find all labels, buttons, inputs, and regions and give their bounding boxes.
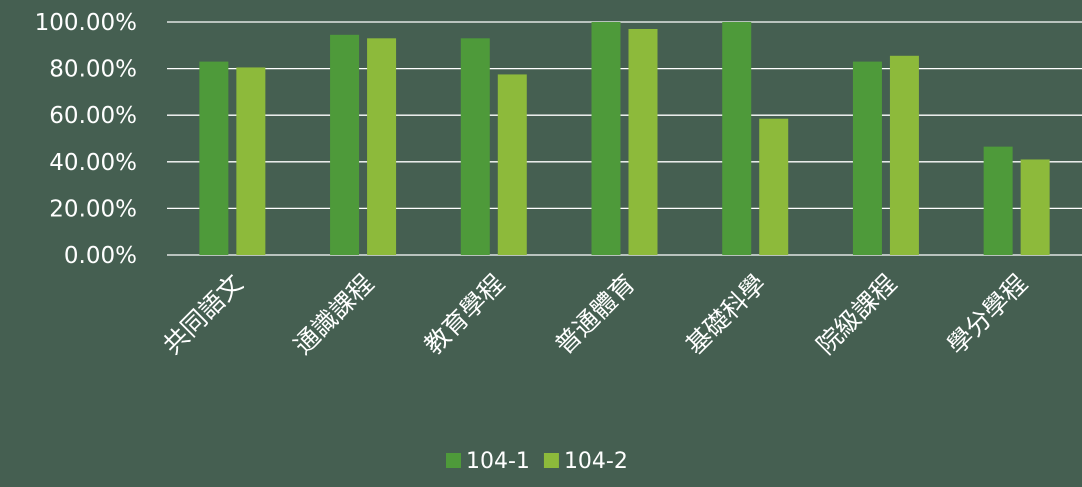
legend-swatch [446, 453, 461, 468]
bar-104-2-2 [367, 38, 397, 256]
bar-104-1-3 [460, 38, 490, 256]
x-category-label: 共同語文 [157, 269, 248, 360]
y-tick-label: 100.00% [35, 10, 137, 36]
bar-104-2-6 [889, 55, 919, 255]
bar-104-2-4 [628, 28, 658, 255]
bar-104-1-4 [591, 22, 621, 255]
bar-104-1-2 [330, 34, 360, 255]
legend-swatch [543, 453, 559, 468]
legend: 104-1 104-2 [446, 449, 628, 474]
bar-104-1-5 [722, 22, 752, 255]
bar-104-2-5 [759, 118, 789, 255]
x-category-label: 通識課程 [288, 269, 379, 360]
x-category-label: 教育學程 [419, 269, 510, 360]
bar-104-1-1 [199, 61, 229, 255]
bar-104-2-7 [1020, 159, 1050, 255]
x-axis-category-labels: 共同語文 通識課程 教育學程 普通體育 基礎科學 院級課程 學分學程 [157, 269, 1033, 360]
y-tick-label: 60.00% [49, 103, 137, 129]
x-category-label: 基礎科學 [680, 269, 771, 360]
y-axis-tick-labels: 0.00% 20.00% 40.00% 60.00% 80.00% 100.00% [35, 10, 137, 269]
bars [199, 22, 1050, 256]
y-tick-label: 20.00% [49, 196, 137, 222]
bar-104-1-7 [983, 146, 1013, 255]
y-tick-label: 0.00% [64, 243, 137, 269]
x-category-label: 學分學程 [942, 269, 1033, 360]
bar-104-2-3 [497, 74, 527, 255]
bar-104-1-6 [852, 61, 882, 255]
x-category-label: 普通體育 [550, 269, 641, 360]
y-tick-label: 40.00% [49, 150, 137, 176]
y-tick-label: 80.00% [49, 57, 137, 83]
legend-label: 104-2 [564, 449, 628, 474]
bar-104-2-1 [236, 67, 266, 255]
x-category-label: 院級課程 [811, 269, 902, 360]
gridlines [167, 21, 1082, 256]
legend-label: 104-1 [466, 449, 530, 474]
